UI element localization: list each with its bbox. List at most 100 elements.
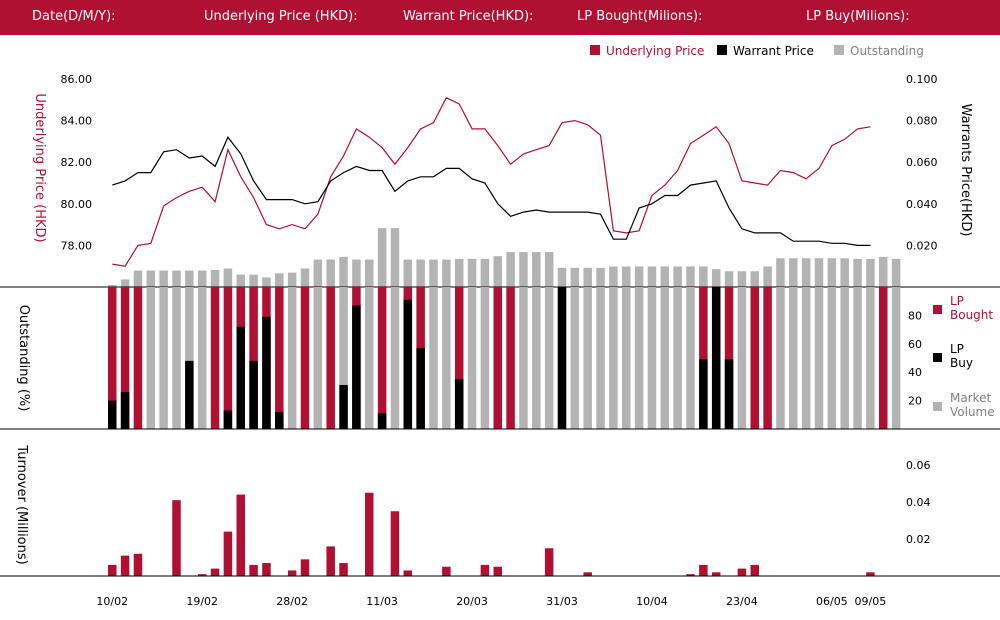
legend-label: Outstanding — [850, 44, 924, 58]
outstanding-bar — [365, 259, 374, 287]
legend-label: Buy — [950, 356, 973, 370]
market-volume-bar — [660, 287, 670, 429]
y-axis-label-turnover: Turnover (Millions) — [14, 444, 29, 564]
turnover-bar — [197, 574, 207, 576]
outstanding-bar — [763, 266, 772, 287]
market-volume-bar — [185, 287, 194, 429]
y-axis-label-outstanding: Outstanding (%) — [16, 305, 31, 412]
y-tick-left: 84.00 — [61, 115, 93, 128]
market-volume-bar — [609, 287, 618, 429]
market-volume-bar — [647, 287, 657, 429]
outstanding-bar — [711, 269, 721, 287]
legend-label: Underlying Price — [606, 44, 704, 58]
lp-buy-bar — [416, 348, 425, 429]
outstanding-bar — [326, 259, 335, 287]
outstanding-bar — [403, 259, 413, 287]
lp-buy-bar — [454, 379, 464, 429]
market-volume-bar — [789, 287, 798, 429]
outstanding-bar — [866, 258, 875, 287]
outstanding-bar — [262, 277, 271, 287]
outstanding-bar — [442, 259, 451, 287]
market-volume-bar — [313, 287, 323, 429]
market-volume-bar — [532, 287, 541, 429]
market-volume-bar — [827, 287, 837, 429]
legend-label: Bought — [950, 308, 993, 322]
x-tick-label: 09/05 — [855, 595, 887, 608]
y-tick-outstanding: 80 — [908, 309, 922, 322]
underlying-price-line — [112, 96, 871, 267]
turnover-bar — [262, 563, 271, 576]
turnover-bar — [711, 572, 721, 576]
header-bar — [0, 0, 1000, 35]
market-volume-bar — [853, 287, 862, 429]
outstanding-bar — [673, 266, 682, 287]
y-tick-left: 80.00 — [61, 198, 93, 211]
market-volume-bar — [801, 287, 811, 429]
y-tick-left: 86.00 — [61, 73, 93, 86]
outstanding-bar — [789, 258, 798, 287]
legend-label: Volume — [950, 405, 995, 419]
outstanding-bar — [737, 271, 747, 287]
outstanding-bar — [814, 258, 824, 287]
lp-bought-bar — [493, 287, 502, 429]
outstanding-bar — [891, 258, 901, 287]
x-tick-label: 19/02 — [186, 595, 218, 608]
lp-bought-bar — [750, 287, 759, 429]
outstanding-bar — [879, 256, 888, 287]
lp-buy-bar — [185, 360, 194, 429]
market-volume-bar — [737, 287, 747, 429]
y-tick-outstanding: 20 — [908, 395, 922, 408]
market-volume-bar — [673, 287, 682, 429]
y-tick-turnover: 0.06 — [906, 459, 931, 472]
underlying-price-label: Underlying Price (HKD): — [204, 9, 358, 24]
lp-bought-bar — [454, 287, 464, 429]
legend-swatch — [590, 45, 600, 55]
turnover-bar — [326, 546, 335, 576]
lp-bought-bar — [133, 287, 143, 429]
turnover-bar — [249, 564, 258, 576]
legend-swatch — [933, 402, 942, 411]
outstanding-bar — [660, 266, 670, 287]
turnover-bar — [365, 492, 374, 576]
outstanding-bar — [210, 269, 220, 287]
outstanding-bar — [108, 284, 117, 287]
y-tick-right: 0.060 — [906, 156, 938, 169]
warrant-price-label: Warrant Price(HKD): — [403, 9, 534, 24]
market-volume-bar — [634, 287, 644, 429]
turnover-bar — [300, 559, 310, 576]
market-volume-bar — [814, 287, 824, 429]
outstanding-bar — [300, 268, 310, 287]
outstanding-bar — [377, 228, 387, 287]
x-tick-label: 20/03 — [456, 595, 488, 608]
outstanding-bar — [750, 271, 759, 287]
turnover-bar — [750, 564, 759, 576]
legend-swatch — [933, 305, 942, 314]
turnover-bar — [686, 574, 695, 576]
lp-bought-bar — [506, 287, 515, 429]
outstanding-bar — [827, 258, 837, 287]
lp-bought-bar — [275, 287, 284, 429]
lp-buy-bar — [377, 413, 387, 429]
lp-bought-bar — [108, 287, 117, 429]
lp-buy-bar — [352, 305, 361, 429]
y-tick-outstanding: 60 — [908, 338, 922, 351]
x-tick-label: 06/05 — [816, 595, 848, 608]
market-volume-bar — [776, 287, 785, 429]
y-axis-label-left: Underlying Price (HKD) — [32, 93, 47, 242]
outstanding-bar — [287, 272, 297, 287]
x-tick-label: 28/02 — [276, 595, 308, 608]
turnover-bar — [493, 566, 502, 576]
turnover-bar — [172, 500, 181, 576]
outstanding-bar — [146, 270, 156, 287]
lp-bought-bar — [120, 287, 130, 429]
outstanding-bar — [583, 267, 592, 287]
turnover-bar — [120, 555, 130, 576]
market-volume-bar — [442, 287, 451, 429]
y-tick-right: 0.020 — [906, 239, 938, 252]
market-volume-bar — [429, 287, 438, 429]
market-volume-bar — [686, 287, 695, 429]
outstanding-bar — [544, 252, 554, 287]
x-tick-label: 11/03 — [366, 595, 398, 608]
lp-buy-label: LP Buy(Milions): — [806, 9, 910, 24]
